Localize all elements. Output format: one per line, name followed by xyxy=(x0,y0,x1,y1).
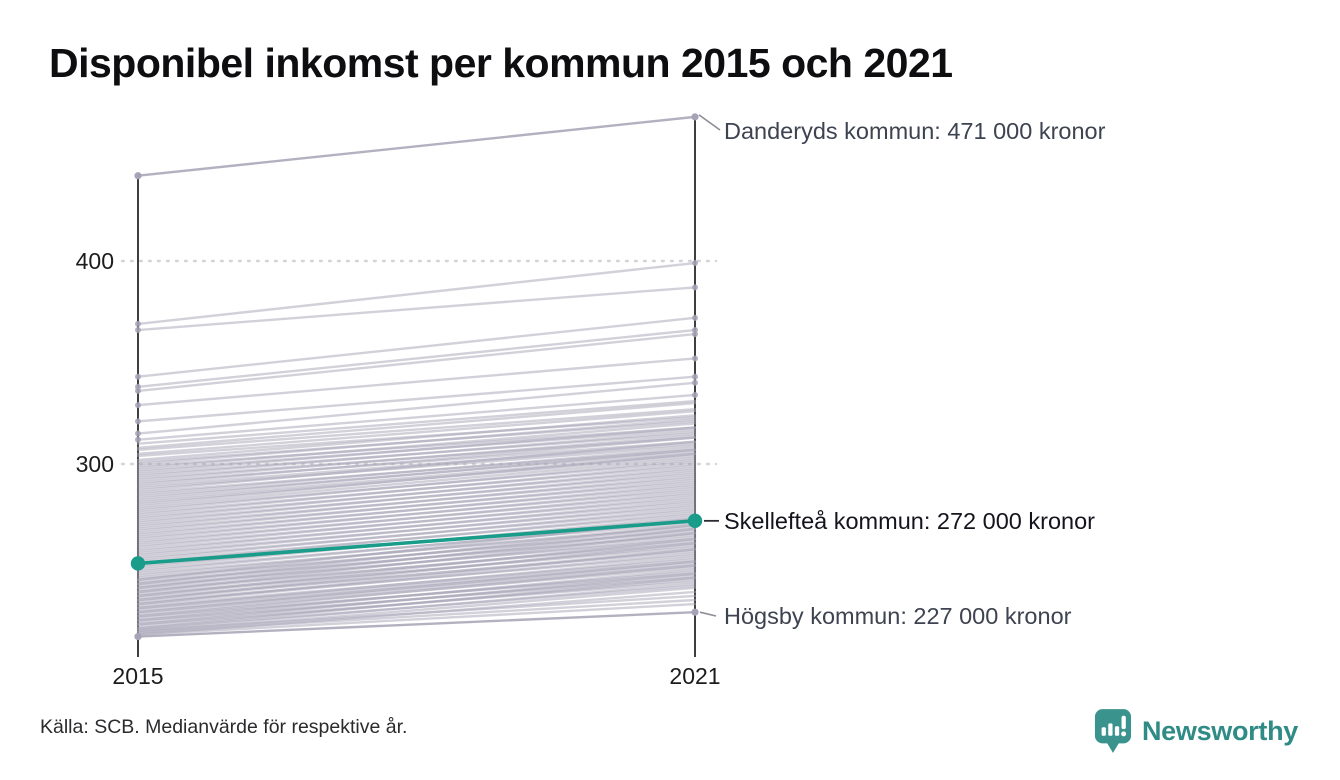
x-axis-tick-2021: 2021 xyxy=(669,663,721,689)
newsworthy-pin-icon xyxy=(1094,709,1132,753)
y-axis-tick-300: 300 xyxy=(75,451,114,477)
newsworthy-wordmark: Newsworthy xyxy=(1141,716,1298,746)
source-note: Källa: SCB. Medianvärde för respektive å… xyxy=(40,716,408,738)
newsworthy-logo[interactable]: Newsworthy xyxy=(1094,708,1298,754)
annotation-danderyd: Danderyds kommun: 471 000 kronor xyxy=(724,117,1106,144)
y-axis-tick-400: 400 xyxy=(75,248,114,274)
x-axis-tick-2015: 2015 xyxy=(112,663,164,689)
annotation-skelleftea: Skellefteå kommun: 272 000 kronor xyxy=(724,507,1095,534)
chart-title: Disponibel inkomst per kommun 2015 och 2… xyxy=(49,40,953,86)
annotation-hogsby: Högsby kommun: 227 000 kronor xyxy=(724,603,1072,630)
